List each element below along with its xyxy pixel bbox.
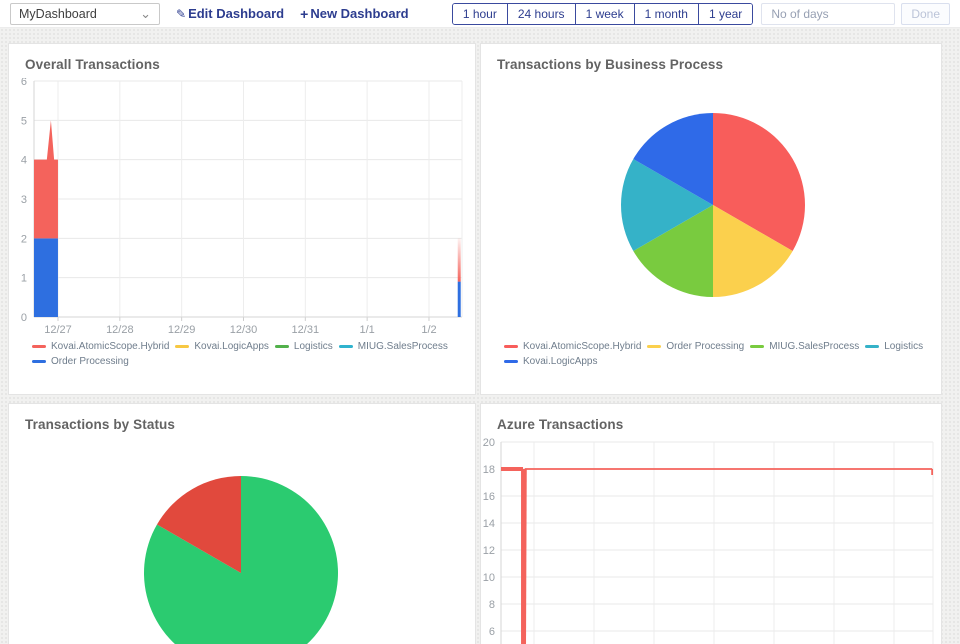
time-range-1-hour[interactable]: 1 hour bbox=[452, 3, 507, 24]
svg-text:6: 6 bbox=[489, 626, 495, 638]
plus-icon: + bbox=[300, 5, 309, 22]
svg-text:6: 6 bbox=[21, 78, 27, 88]
legend-swatch bbox=[338, 345, 353, 348]
svg-text:14: 14 bbox=[483, 518, 495, 530]
legend-swatch bbox=[504, 345, 518, 348]
time-range-1-week[interactable]: 1 week bbox=[574, 3, 634, 24]
legend-item[interactable]: Kovai.LogicApps bbox=[175, 341, 269, 352]
legend-swatch bbox=[274, 345, 289, 348]
toolbar: MyDashboard ⌄ ✎ Edit Dashboard + New Das… bbox=[0, 0, 960, 28]
svg-text:4: 4 bbox=[21, 155, 27, 167]
time-range-24-hours[interactable]: 24 hours bbox=[506, 3, 575, 24]
svg-text:18: 18 bbox=[483, 464, 495, 476]
legend-item[interactable]: MIUG.SalesProcess bbox=[338, 341, 448, 352]
legend-item[interactable]: Kovai.AtomicScope.Hybrid bbox=[504, 341, 641, 352]
legend-label: Kovai.AtomicScope.Hybrid bbox=[523, 341, 642, 352]
svg-text:16: 16 bbox=[483, 491, 495, 503]
svg-text:12/29: 12/29 bbox=[168, 324, 196, 336]
panel-title-status: Transactions by Status bbox=[25, 417, 175, 432]
business-process-pie-chart[interactable] bbox=[481, 78, 941, 338]
legend-swatch bbox=[865, 345, 880, 348]
legend-label: Kovai.LogicApps bbox=[194, 341, 269, 352]
legend-item[interactable]: MIUG.SalesProcess bbox=[750, 341, 859, 352]
dashboard-select[interactable]: MyDashboard ⌄ bbox=[10, 2, 160, 25]
azure-transactions-chart[interactable]: 20 18 16 14 12 10 8 6 bbox=[481, 438, 941, 644]
svg-text:12: 12 bbox=[483, 545, 495, 557]
legend-item[interactable]: Order Processing bbox=[32, 356, 129, 367]
svg-text:12/30: 12/30 bbox=[230, 324, 258, 336]
svg-text:5: 5 bbox=[21, 115, 27, 127]
svg-text:12/31: 12/31 bbox=[292, 324, 320, 336]
time-range-group: 1 hour 24 hours 1 week 1 month 1 year bbox=[451, 2, 754, 25]
svg-text:8: 8 bbox=[489, 599, 495, 611]
panel-azure-transactions: Azure Transactions 20 18 16 14 12 10 8 6 bbox=[480, 403, 942, 644]
time-range-1-month[interactable]: 1 month bbox=[633, 3, 698, 24]
svg-text:1/2: 1/2 bbox=[421, 324, 436, 336]
svg-text:10: 10 bbox=[483, 572, 495, 584]
dashboard-select-value: MyDashboard bbox=[19, 6, 97, 21]
chevron-down-icon: ⌄ bbox=[140, 5, 151, 21]
legend-label: MIUG.SalesProcess bbox=[357, 341, 448, 352]
legend-label: Kovai.AtomicScope.Hybrid bbox=[51, 341, 170, 352]
edit-dashboard-label: Edit Dashboard bbox=[188, 6, 285, 21]
new-dashboard-label: New Dashboard bbox=[310, 6, 409, 21]
done-button[interactable]: Done bbox=[901, 2, 950, 25]
status-pie-chart[interactable] bbox=[9, 438, 475, 644]
panel-title-overall: Overall Transactions bbox=[25, 57, 160, 72]
legend-swatch bbox=[175, 345, 190, 348]
legend-swatch bbox=[750, 345, 765, 348]
time-range-1-year[interactable]: 1 year bbox=[697, 3, 753, 24]
panel-overall-transactions: Overall Transactions 0 1 2 3 4 5 6 12/27 12/28 12… bbox=[8, 43, 476, 395]
business-process-legend: Kovai.AtomicScope.Hybrid Order Processing… bbox=[481, 338, 941, 367]
legend-label: MIUG.SalesProcess bbox=[769, 341, 860, 352]
pencil-icon: ✎ bbox=[176, 6, 187, 21]
svg-text:20: 20 bbox=[483, 438, 495, 449]
legend-item[interactable]: Order Processing bbox=[647, 341, 744, 352]
edit-dashboard-button[interactable]: ✎ Edit Dashboard bbox=[176, 6, 284, 21]
svg-text:2: 2 bbox=[21, 233, 27, 245]
panel-title-business-process: Transactions by Business Process bbox=[497, 57, 724, 72]
overall-transactions-chart[interactable]: 0 1 2 3 4 5 6 12/27 12/28 12/29 12/30 12/31 1/1 1/2 bbox=[9, 78, 475, 338]
svg-text:1/1: 1/1 bbox=[360, 324, 375, 336]
legend-item[interactable]: Logistics bbox=[274, 341, 333, 352]
legend-label: Order Processing bbox=[666, 341, 745, 352]
legend-label: Logistics bbox=[293, 341, 333, 352]
svg-text:0: 0 bbox=[21, 312, 27, 324]
legend-item[interactable]: Logistics bbox=[865, 341, 923, 352]
svg-text:12/28: 12/28 bbox=[106, 324, 134, 336]
legend-swatch bbox=[647, 345, 662, 348]
dashboard-grid: Overall Transactions 0 1 2 3 4 5 6 12/27 12/28 12… bbox=[8, 43, 960, 644]
svg-text:12/27: 12/27 bbox=[44, 324, 72, 336]
legend-item[interactable]: Kovai.LogicApps bbox=[504, 356, 598, 367]
legend-swatch bbox=[32, 345, 46, 348]
panel-title-azure: Azure Transactions bbox=[497, 417, 624, 432]
legend-label: Order Processing bbox=[51, 356, 129, 367]
legend-swatch bbox=[504, 360, 518, 363]
svg-text:1: 1 bbox=[21, 273, 27, 285]
legend-label: Logistics bbox=[884, 341, 924, 352]
legend-swatch bbox=[32, 360, 46, 363]
legend-label: Kovai.LogicApps bbox=[523, 356, 598, 367]
new-dashboard-button[interactable]: + New Dashboard bbox=[300, 6, 408, 22]
svg-text:3: 3 bbox=[21, 194, 27, 206]
overall-chart-legend: Kovai.AtomicScope.Hybrid Kovai.LogicApps L… bbox=[9, 338, 475, 367]
legend-item[interactable]: Kovai.AtomicScope.Hybrid bbox=[32, 341, 169, 352]
panel-business-process: Transactions by Business Process Kovai.A… bbox=[480, 43, 942, 395]
panel-status: Transactions by Status bbox=[8, 403, 476, 644]
no-of-days-input[interactable] bbox=[761, 2, 896, 25]
